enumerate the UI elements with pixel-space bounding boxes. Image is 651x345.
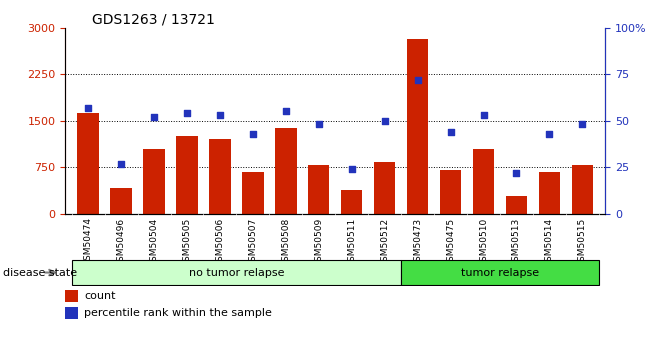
Point [247, 131, 258, 137]
Point [413, 77, 423, 82]
Point [544, 131, 555, 137]
Bar [440, 170, 462, 214]
Point [149, 114, 159, 120]
Text: tumor relapse: tumor relapse [461, 268, 539, 277]
Bar [242, 172, 264, 214]
Bar [65, 290, 78, 302]
Text: GSM50514: GSM50514 [545, 217, 554, 267]
Text: GSM50504: GSM50504 [150, 217, 159, 267]
Text: GSM50508: GSM50508 [281, 217, 290, 267]
Text: GSM50510: GSM50510 [479, 217, 488, 267]
Bar [374, 162, 395, 214]
Bar [341, 190, 363, 214]
Text: percentile rank within the sample: percentile rank within the sample [84, 308, 272, 318]
Point [83, 105, 93, 110]
Bar [77, 113, 99, 214]
Text: GSM50496: GSM50496 [117, 217, 126, 267]
Bar [209, 139, 230, 214]
Point [478, 112, 489, 118]
Point [577, 122, 588, 127]
FancyBboxPatch shape [72, 260, 401, 285]
Text: GSM50505: GSM50505 [182, 217, 191, 267]
Bar [473, 149, 494, 214]
Text: GSM50473: GSM50473 [413, 217, 422, 267]
Bar [65, 307, 78, 319]
FancyBboxPatch shape [401, 260, 599, 285]
Bar [111, 188, 132, 214]
Point [116, 161, 126, 166]
Point [281, 109, 291, 114]
Point [314, 122, 324, 127]
Text: no tumor relapse: no tumor relapse [189, 268, 284, 277]
Text: GSM50506: GSM50506 [215, 217, 225, 267]
Text: GSM50513: GSM50513 [512, 217, 521, 267]
Point [346, 166, 357, 172]
Bar [539, 172, 560, 214]
Text: GSM50475: GSM50475 [446, 217, 455, 267]
Point [380, 118, 390, 124]
Point [182, 110, 192, 116]
Bar [572, 166, 593, 214]
Text: count: count [84, 291, 115, 300]
Bar [143, 149, 165, 214]
Text: GSM50509: GSM50509 [314, 217, 324, 267]
Text: GSM50474: GSM50474 [84, 217, 92, 266]
Text: GSM50507: GSM50507 [249, 217, 257, 267]
Bar [506, 196, 527, 214]
Point [445, 129, 456, 135]
Point [511, 170, 521, 176]
Bar [275, 128, 297, 214]
Text: GSM50515: GSM50515 [578, 217, 587, 267]
Bar [407, 39, 428, 214]
Bar [176, 136, 198, 214]
Text: GSM50511: GSM50511 [347, 217, 356, 267]
Point [215, 112, 225, 118]
Text: GSM50512: GSM50512 [380, 217, 389, 267]
Text: GDS1263 / 13721: GDS1263 / 13721 [92, 12, 215, 27]
Text: disease state: disease state [3, 268, 77, 277]
Bar [308, 166, 329, 214]
